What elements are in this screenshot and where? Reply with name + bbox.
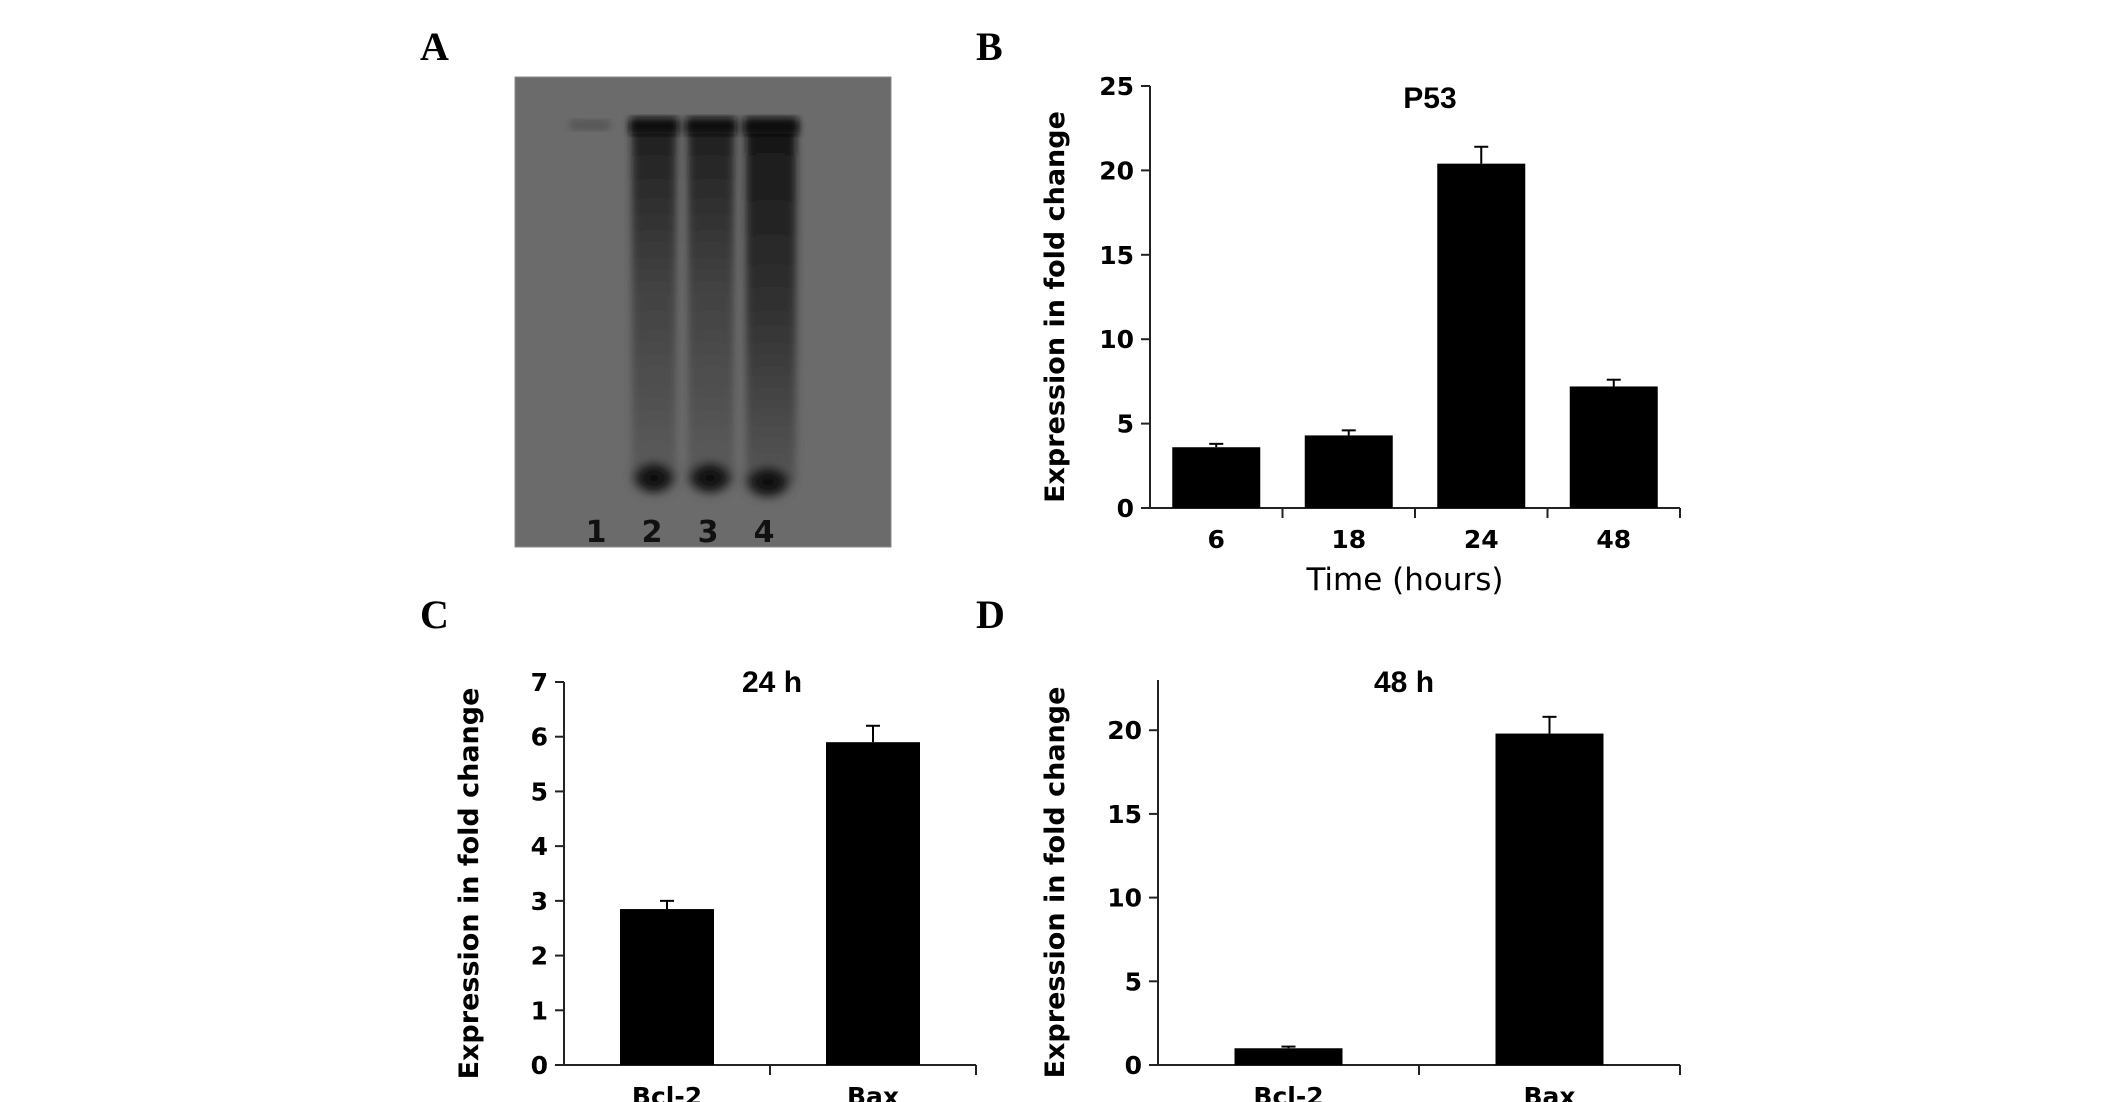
y-tick-label-p53: 5 (1117, 410, 1134, 439)
y-tick-label-48h: 20 (1107, 716, 1142, 745)
x-tick-label-p53-1: 18 (1331, 525, 1366, 554)
x-tick-label-24h-0: Bcl-2 (632, 1082, 702, 1102)
y-tick-label-p53: 20 (1099, 156, 1134, 185)
x-tick-label-p53-0: 6 (1208, 525, 1225, 554)
gel-lane-label-1: 1 (586, 515, 607, 550)
y-tick-label-p53: 25 (1099, 72, 1134, 101)
y-tick-label-48h: 5 (1125, 967, 1142, 996)
y-tick-label-24h: 4 (531, 832, 548, 861)
y-axis-label-48h: Expression in fold change (1040, 687, 1071, 1079)
y-tick-label-48h: 10 (1107, 884, 1142, 913)
bar-24h-0 (620, 909, 714, 1065)
bar-p53-2 (1437, 163, 1526, 508)
chart-title-p53: P53 (1403, 82, 1456, 115)
gel-lane-label-3: 3 (698, 515, 719, 550)
x-tick-label-48h-1: Bax (1523, 1082, 1575, 1102)
y-tick-label-48h: 15 (1107, 800, 1142, 829)
y-axis-label-24h: Expression in fold change (454, 688, 485, 1080)
y-tick-label-p53: 10 (1099, 325, 1134, 354)
y-tick-label-24h: 7 (531, 668, 548, 697)
y-tick-label-p53: 0 (1117, 494, 1134, 523)
chart-title-48h: 48 h (1374, 666, 1434, 699)
gel-lane-label-2: 2 (642, 515, 663, 550)
chart-p53: P53 Expression in fold change 0 5 10 15 20 25 6 1… (1040, 72, 1681, 598)
bar-p53-0 (1172, 447, 1261, 508)
gel-lane-4 (740, 118, 798, 502)
bar-p53-3 (1569, 386, 1658, 508)
chart-24h: 24 h Expression in fold change 0 1 2 3 4 5 6 7 Bcl… (454, 666, 977, 1102)
bar-24h-1 (826, 742, 920, 1065)
x-axis-label-p53: Time (hours) (1305, 562, 1503, 598)
bar-p53-1 (1304, 435, 1393, 508)
y-tick-label-48h: 0 (1125, 1051, 1142, 1080)
x-tick-label-p53-2: 24 (1464, 525, 1499, 554)
gel-lane-1-well (570, 120, 610, 130)
y-tick-label-24h: 2 (531, 942, 548, 971)
y-tick-label-24h: 5 (531, 777, 548, 806)
chart-48h: 48 h Expression in fold change 0 5 10 15 20 Bcl… (1040, 666, 1681, 1102)
chart-title-24h: 24 h (742, 666, 802, 699)
y-tick-label-24h: 0 (531, 1051, 548, 1080)
gel-border (514, 76, 892, 548)
y-tick-label-p53: 15 (1099, 241, 1134, 270)
y-tick-label-24h: 1 (531, 996, 548, 1025)
gel-lane-3 (683, 118, 737, 498)
y-axis-label-p53: Expression in fold change (1040, 111, 1071, 503)
bar-48h-0 (1234, 1048, 1343, 1065)
x-tick-label-24h-1: Bax (847, 1082, 899, 1102)
y-tick-label-24h: 6 (531, 723, 548, 752)
panel-letter-d: D (976, 592, 1005, 637)
panel-letter-a: A (420, 24, 449, 69)
gel-image: 1 2 3 4 (514, 76, 892, 550)
gel-lane-label-4: 4 (754, 515, 775, 550)
x-tick-label-p53-3: 48 (1596, 525, 1631, 554)
panel-letter-b: B (976, 24, 1003, 69)
x-tick-label-48h-0: Bcl-2 (1253, 1082, 1323, 1102)
panel-letter-c: C (420, 592, 449, 637)
bar-48h-1 (1495, 733, 1604, 1065)
y-tick-label-24h: 3 (531, 887, 548, 916)
gel-lane-2 (628, 118, 680, 498)
